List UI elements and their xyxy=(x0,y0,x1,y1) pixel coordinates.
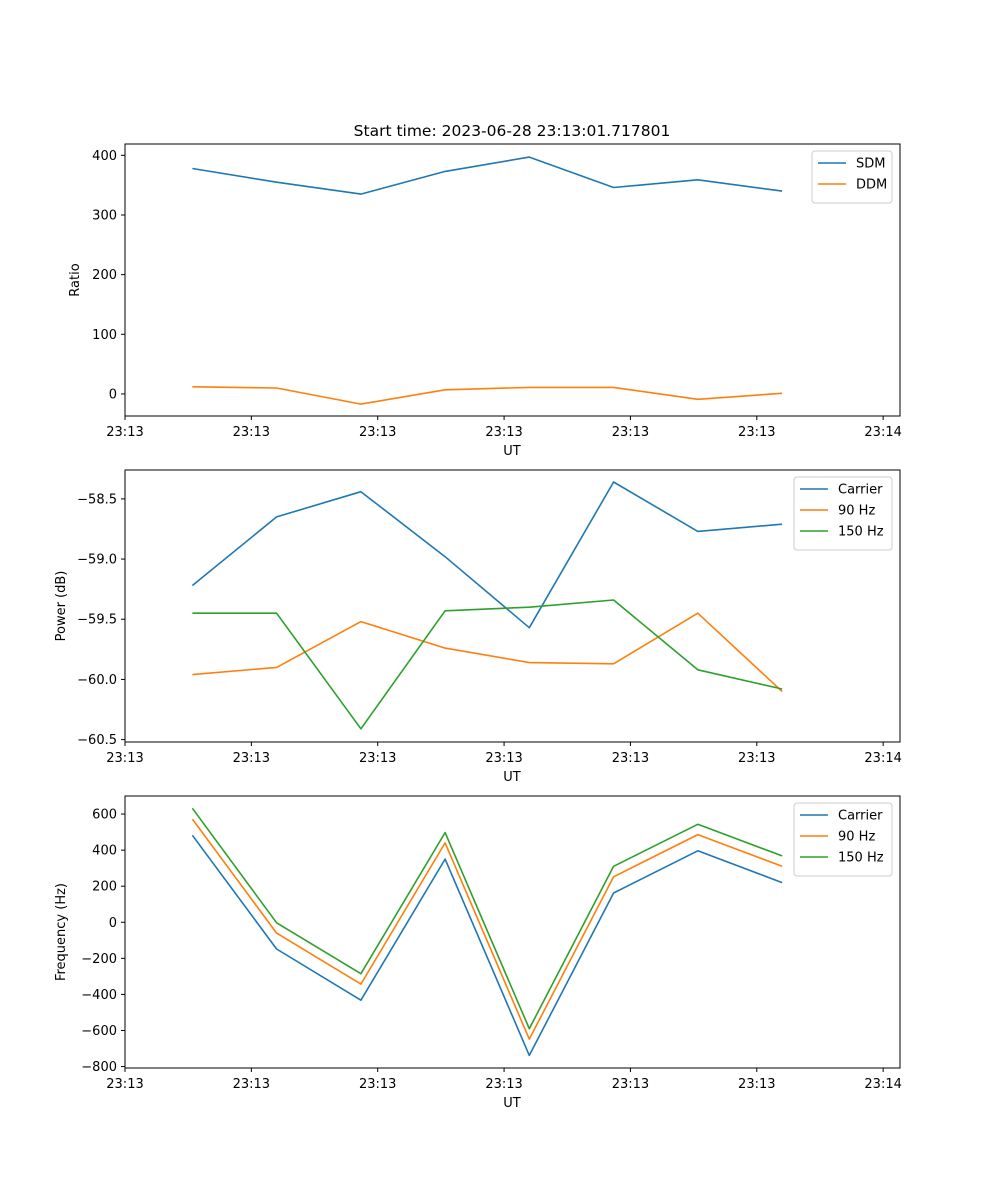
x-tick-label: 23:13 xyxy=(612,751,649,766)
y-axis-label: Ratio xyxy=(68,263,83,296)
x-tick-label: 23:13 xyxy=(738,425,775,440)
legend-label: SDM xyxy=(856,157,885,172)
y-tick-label: −800 xyxy=(81,1060,117,1075)
legend-label: Carrier xyxy=(838,809,883,824)
x-tick-label: 23:13 xyxy=(485,1077,522,1092)
x-tick-label: 23:13 xyxy=(485,751,522,766)
y-tick-label: −59.0 xyxy=(77,553,117,568)
series-line-90-hz xyxy=(192,612,783,693)
series-line-150-hz xyxy=(191,807,783,1030)
x-tick-label: 23:13 xyxy=(233,1077,270,1092)
x-tick-label: 23:14 xyxy=(864,425,901,440)
legend-label: 150 Hz xyxy=(838,851,884,866)
y-tick-label: 0 xyxy=(109,387,117,402)
y-tick-label: 200 xyxy=(92,880,117,895)
x-tick-label: 23:13 xyxy=(738,751,775,766)
y-axis-label: Power (dB) xyxy=(54,571,69,642)
series-line-sdm xyxy=(192,156,783,195)
y-tick-label: −60.0 xyxy=(77,673,117,688)
series-line-carrier xyxy=(191,481,783,629)
y-tick-label: 100 xyxy=(92,328,117,343)
chart-panel-3: 23:13 23:13 23:13 23:13 23:13 23:13 23:14 −800 −… xyxy=(54,795,902,1111)
x-tick-label: 23:13 xyxy=(738,1077,775,1092)
chart-panel-1: 23:13 23:13 23:13 23:13 23:13 23:13 23:14 0 100 2… xyxy=(68,143,902,459)
y-tick-label: 200 xyxy=(92,268,117,283)
x-tick-label: 23:13 xyxy=(233,751,270,766)
y-tick-label: −600 xyxy=(81,1024,117,1039)
axes-frame xyxy=(124,469,901,743)
x-tick-label: 23:13 xyxy=(359,751,396,766)
series-line-ddm xyxy=(192,386,783,405)
x-tick-label: 23:13 xyxy=(233,425,270,440)
legend-label: DDM xyxy=(856,178,887,193)
legend-label: 90 Hz xyxy=(838,830,875,845)
x-tick-label: 23:13 xyxy=(612,1077,649,1092)
axes-frame xyxy=(124,143,901,417)
legend: Carrier 90 Hz 150 Hz xyxy=(793,476,893,551)
x-tick-label: 23:13 xyxy=(106,425,143,440)
x-tick-label: 23:14 xyxy=(864,1077,901,1092)
y-tick-label: 400 xyxy=(92,844,117,859)
series-line-carrier xyxy=(191,834,783,1057)
x-tick-label: 23:13 xyxy=(612,425,649,440)
chart-panel-2: 23:13 23:13 23:13 23:13 23:13 23:13 23:14 −60.5… xyxy=(54,469,902,785)
y-tick-label: −60.5 xyxy=(77,733,117,748)
legend-box xyxy=(811,150,893,204)
y-tick-label: −59.5 xyxy=(77,613,117,628)
legend: SDM DDM xyxy=(811,150,893,204)
y-tick-label: 400 xyxy=(92,149,117,164)
y-tick-label: 600 xyxy=(92,808,117,823)
legend-label: 90 Hz xyxy=(838,504,875,519)
x-axis-label: UT xyxy=(503,1096,521,1111)
x-axis-label: UT xyxy=(503,444,521,459)
x-tick-label: 23:13 xyxy=(106,1077,143,1092)
y-tick-label: −400 xyxy=(81,988,117,1003)
y-axis-label: Frequency (Hz) xyxy=(54,883,69,981)
legend-label: 150 Hz xyxy=(838,525,884,540)
series-line-90-hz xyxy=(191,818,783,1040)
legend-label: Carrier xyxy=(838,483,883,498)
y-tick-label: −58.5 xyxy=(77,492,117,507)
axes-frame xyxy=(124,795,901,1069)
y-tick-label: 0 xyxy=(109,916,117,931)
figure-title: Start time: 2023-06-28 23:13:01.717801 xyxy=(354,122,671,140)
x-tick-label: 23:14 xyxy=(864,751,901,766)
x-tick-label: 23:13 xyxy=(485,425,522,440)
x-tick-label: 23:13 xyxy=(359,425,396,440)
legend: Carrier 90 Hz 150 Hz xyxy=(793,802,893,877)
series-line-150-hz xyxy=(192,599,783,730)
x-tick-label: 23:13 xyxy=(106,751,143,766)
x-axis-label: UT xyxy=(503,770,521,785)
x-tick-label: 23:13 xyxy=(359,1077,396,1092)
y-tick-label: −200 xyxy=(81,952,117,967)
y-tick-label: 300 xyxy=(92,208,117,223)
